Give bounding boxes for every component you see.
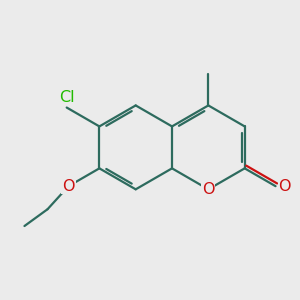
Text: O: O: [278, 179, 291, 194]
Text: O: O: [62, 179, 75, 194]
Text: O: O: [202, 182, 214, 197]
Text: Cl: Cl: [59, 90, 74, 105]
